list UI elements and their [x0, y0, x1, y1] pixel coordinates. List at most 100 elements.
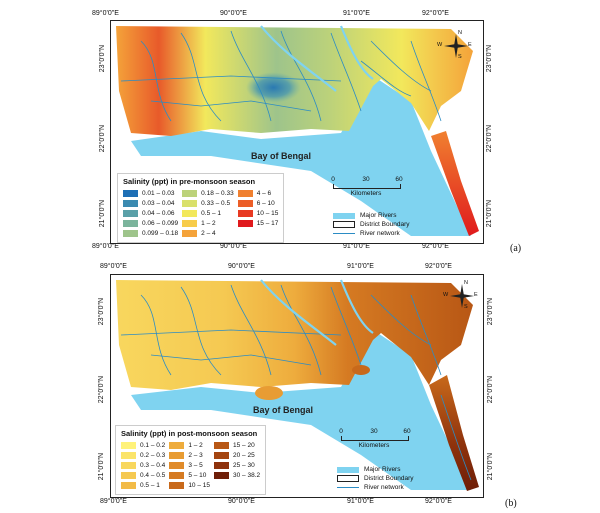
- legend-swatch: [169, 441, 185, 449]
- legend-swatch: [182, 229, 198, 237]
- legend-item: 0.1 – 0.2: [121, 440, 165, 450]
- low-salinity-zone: [226, 56, 351, 126]
- compass-e: E: [474, 292, 478, 298]
- legend-label: 0.03 – 0.04: [142, 199, 175, 207]
- map-frame-post-monsoon: Bay of Bengal Salinity (ppt) in post-mon…: [110, 274, 484, 498]
- lat-tick-right: 21°0'0"N: [487, 453, 494, 481]
- major-rivers: [260, 25, 374, 92]
- legend-item: 0.33 – 0.5: [182, 198, 234, 208]
- legend-swatch: [121, 481, 136, 489]
- legend-label: 4 – 6: [256, 189, 272, 197]
- legend-item: 0.01 – 0.03: [123, 188, 178, 198]
- district-boundary-label: District Boundary: [364, 475, 414, 482]
- river-network-label: River network: [364, 484, 404, 491]
- legend-label: 0.5 – 1: [140, 481, 160, 489]
- legend-label: 0.5 – 1: [201, 209, 222, 217]
- scale-line: [341, 436, 409, 441]
- scale-label: 30: [370, 428, 378, 435]
- lat-tick-right: 23°0'0"N: [487, 298, 494, 326]
- lon-tick-bottom: 92°0'0"E: [422, 243, 449, 250]
- lon-tick-top: 91°0'0"E: [347, 263, 374, 270]
- legend-label: 15 – 17: [256, 219, 279, 227]
- lon-tick-top: 90°0'0"E: [220, 10, 247, 17]
- lon-tick-bottom: 90°0'0"E: [220, 243, 247, 250]
- legend-item: 0.03 – 0.04: [123, 198, 178, 208]
- compass-w: W: [437, 42, 443, 48]
- scale-line: [333, 184, 401, 189]
- lon-tick-bottom: 92°0'0"E: [425, 498, 452, 505]
- river-network: [120, 284, 472, 481]
- legend-item: 0.5 – 1: [121, 480, 165, 490]
- lat-tick-right: 22°0'0"N: [486, 125, 493, 153]
- river-network-label: River network: [360, 230, 400, 237]
- compass-s: S: [458, 54, 462, 60]
- legend-title: Salinity (ppt) in pre-monsoon season: [123, 177, 256, 186]
- legend-label: 0.33 – 0.5: [201, 199, 231, 207]
- island: [255, 386, 283, 400]
- legend-item: 10 – 15: [237, 208, 278, 218]
- lat-tick-left: 23°0'0"N: [99, 45, 106, 73]
- river-network: [120, 30, 442, 122]
- lon-tick-top: 89°0'0"E: [100, 263, 127, 270]
- lon-tick-top: 89°0'0"E: [92, 10, 119, 17]
- legend-label: 25 – 30: [233, 461, 255, 469]
- lat-tick-right: 21°0'0"N: [486, 200, 493, 228]
- legend-swatch: [214, 441, 229, 449]
- compass-n: N: [458, 30, 462, 36]
- legend-item: 0.4 – 0.5: [121, 470, 165, 480]
- panel-a-label: (a): [510, 243, 522, 254]
- legend-swatch: [214, 471, 229, 479]
- salinity-legend-post: Salinity (ppt) in post-monsoon season 0.…: [115, 425, 267, 495]
- legend-label: 20 – 25: [233, 451, 255, 459]
- legend-label: 3 – 5: [188, 461, 203, 469]
- map-symbol-legend: Major Rivers District Boundary River net…: [337, 465, 414, 492]
- legend-item: 25 – 30: [214, 460, 260, 470]
- legend-swatch: [237, 219, 253, 227]
- legend-item: 0.2 – 0.3: [121, 450, 165, 460]
- legend-item: 20 – 25: [214, 450, 260, 460]
- legend-item: 0.18 – 0.33: [182, 188, 234, 198]
- lon-tick-bottom: 90°0'0"E: [228, 498, 255, 505]
- compass-e: E: [468, 42, 472, 48]
- legend-label: 2 – 4: [201, 229, 216, 237]
- legend-item: 30 – 38.2: [214, 470, 260, 480]
- lon-tick-top: 92°0'0"E: [422, 10, 449, 17]
- scale-label: 0: [339, 428, 343, 435]
- island: [352, 365, 370, 375]
- bay-of-bengal-water: [131, 330, 471, 490]
- legend-label: 0.06 – 0.099: [142, 219, 179, 227]
- scale-label: 60: [403, 428, 411, 435]
- north-arrow-icon: N S E W: [443, 280, 478, 311]
- lon-tick-bottom: 89°0'0"E: [100, 498, 127, 505]
- lat-tick-left: 22°0'0"N: [99, 125, 106, 153]
- map-pre-monsoon: [116, 25, 479, 236]
- legend-item: 0.3 – 0.4: [121, 460, 165, 470]
- lat-tick-left: 21°0'0"N: [99, 200, 106, 228]
- lon-tick-top: 90°0'0"E: [228, 263, 255, 270]
- north-arrow-icon: N S E W: [437, 30, 472, 61]
- legend-swatch: [123, 209, 138, 217]
- legend-items: 0.01 – 0.03 0.03 – 0.04 0.04 – 0.06 0.06 – …: [118, 188, 283, 242]
- map-frame-pre-monsoon: Bay of Bengal Salinity (ppt) in pre-mons…: [110, 20, 484, 244]
- compass-rose-icon: [450, 284, 474, 308]
- lat-tick-left: 21°0'0"N: [98, 453, 105, 481]
- legend-label: 0.01 – 0.03: [142, 189, 175, 197]
- river-network-symbol: [337, 487, 359, 488]
- legend-item: 3 – 5: [169, 460, 210, 470]
- legend-item: 1 – 2: [182, 218, 234, 228]
- legend-swatch: [121, 441, 136, 449]
- coastal-strip: [431, 131, 479, 236]
- scale-label: 60: [395, 176, 403, 183]
- legend-item: 10 – 15: [169, 480, 210, 490]
- legend-item: 4 – 6: [237, 188, 279, 198]
- legend-swatch: [214, 461, 229, 469]
- major-rivers: [260, 279, 374, 346]
- legend-label: 30 – 38.2: [233, 471, 261, 479]
- scale-title: Kilometers: [358, 442, 390, 449]
- map-post-monsoon: [116, 279, 479, 491]
- lat-tick-left: 22°0'0"N: [98, 376, 105, 404]
- legend-swatch: [169, 481, 185, 489]
- legend-label: 0.2 – 0.3: [140, 451, 166, 459]
- legend-swatch: [169, 461, 185, 469]
- lon-tick-top: 91°0'0"E: [343, 10, 370, 17]
